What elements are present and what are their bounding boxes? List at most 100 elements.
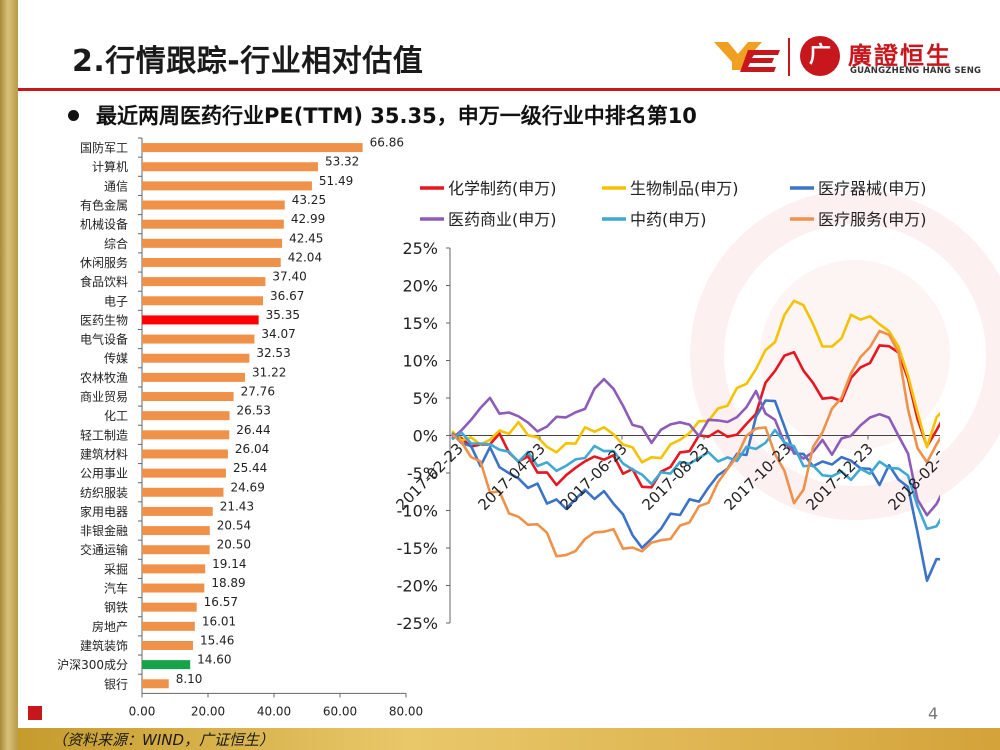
bar-category-label: 计算机	[92, 159, 128, 174]
bar-医药生物	[142, 315, 259, 325]
bar-休闲服务	[142, 257, 281, 267]
bar-x-tick-label: 80.00	[389, 704, 423, 718]
bar-银行	[142, 679, 169, 689]
bar-value-label: 53.32	[325, 155, 359, 169]
bar-category-label: 农林牧渔	[80, 371, 128, 385]
line-y-tick-label: -10%	[397, 502, 438, 521]
ye-logo-icon	[714, 42, 780, 72]
subtitle: 最近两周医药行业PE(TTM) 35.35，申万一级行业中排名第10	[96, 104, 697, 128]
bar-value-label: 16.01	[202, 614, 236, 628]
bar-房地产	[142, 621, 195, 631]
logo-divider	[788, 38, 790, 76]
legend-label: 化学制药(申万)	[448, 179, 557, 198]
seal-logo-icon: 广	[800, 36, 840, 76]
bar-value-label: 26.53	[237, 404, 271, 418]
bullet-icon	[68, 110, 79, 121]
bar-纺织服装	[142, 487, 224, 497]
footer-bar	[18, 728, 1000, 750]
bar-value-label: 31.22	[252, 365, 286, 379]
line-y-tick-label: -5%	[407, 464, 438, 483]
bar-value-label: 26.04	[235, 442, 269, 456]
bar-value-label: 34.07	[261, 327, 295, 341]
bar-农林牧渔	[142, 372, 246, 382]
bar-category-label: 通信	[104, 179, 128, 193]
line-y-tick-label: 15%	[402, 314, 438, 333]
bar-通信	[142, 181, 312, 191]
bar-食品饮料	[142, 277, 266, 287]
bar-有色金属	[142, 200, 285, 210]
bar-category-label: 纺织服装	[80, 486, 128, 500]
line-y-tick-label: 20%	[402, 277, 438, 296]
bar-category-label: 休闲服务	[80, 255, 128, 270]
bar-计算机	[142, 162, 318, 172]
bar-value-label: 42.45	[289, 231, 323, 245]
bar-category-label: 国防军工	[80, 140, 128, 155]
line-x-tick-label: 2017-10-23	[720, 440, 794, 514]
bar-value-label: 15.46	[200, 633, 234, 647]
bar-category-label: 传媒	[104, 351, 128, 366]
bar-category-label: 轻工制造	[80, 428, 128, 442]
bar-category-label: 商业贸易	[80, 389, 128, 404]
bar-综合	[142, 238, 283, 248]
bar-value-label: 20.50	[217, 538, 251, 552]
series-line-生物制品(申万)	[451, 299, 940, 464]
bar-家用电器	[142, 506, 213, 516]
legend-label: 生物制品(申万)	[630, 179, 739, 198]
corner-square	[28, 706, 42, 720]
bar-value-label: 21.43	[220, 499, 254, 513]
bar-value-label: 27.76	[241, 385, 275, 399]
bar-轻工制造	[142, 430, 230, 440]
legend-label: 医疗服务(申万)	[818, 210, 927, 229]
bar-value-label: 20.54	[217, 519, 251, 533]
bar-category-label: 家用电器	[80, 504, 128, 519]
source-note: （资料来源：WIND，广证恒生）	[52, 731, 275, 749]
line-y-tick-label: 25%	[402, 239, 438, 258]
line-x-tick-label: 2017-08-23	[638, 440, 712, 514]
bar-category-label: 汽车	[104, 581, 128, 596]
line-y-tick-label: 10%	[402, 352, 438, 371]
legend-label: 医疗器械(申万)	[818, 179, 927, 198]
bar-value-label: 19.14	[212, 557, 246, 571]
bar-value-label: 37.40	[272, 270, 306, 284]
bar-category-label: 沪深300成分	[57, 658, 128, 672]
bar-电气设备	[142, 334, 255, 344]
bar-value-label: 14.60	[197, 653, 231, 667]
bar-x-tick-label: 0.00	[129, 704, 156, 718]
legend-label: 医药商业(申万)	[448, 210, 557, 229]
line-y-tick-label: -25%	[397, 614, 438, 633]
brand-name-en: GUANGZHENG HANG SENG	[850, 66, 982, 76]
bar-category-label: 公用事业	[80, 467, 128, 481]
series-line-医药商业(申万)	[451, 377, 940, 517]
bar-value-label: 42.04	[288, 250, 322, 264]
bar-category-label: 建筑装饰	[80, 638, 128, 653]
bar-国防军工	[142, 143, 363, 153]
line-y-tick-label: 5%	[413, 389, 438, 408]
bar-value-label: 16.57	[204, 595, 238, 609]
bar-category-label: 医药生物	[80, 313, 128, 327]
bar-传媒	[142, 353, 250, 363]
bar-商业贸易	[142, 392, 234, 402]
bar-沪深300成分	[142, 660, 191, 670]
bar-value-label: 8.10	[176, 672, 203, 686]
bar-value-label: 32.53	[256, 346, 290, 360]
bar-化工	[142, 411, 230, 421]
bar-机械设备	[142, 219, 284, 229]
bar-采掘	[142, 564, 206, 574]
page-title: 2.行情跟踪-行业相对估值	[72, 44, 424, 79]
page-number: 4	[928, 704, 939, 723]
bar-value-label: 66.86	[370, 136, 404, 150]
brand-name: 廣證恒生	[848, 42, 952, 70]
bar-value-label: 36.67	[270, 289, 304, 303]
bar-category-label: 综合	[104, 236, 128, 251]
bar-x-tick-label: 20.00	[191, 704, 225, 718]
bar-category-label: 房地产	[92, 619, 128, 634]
bar-value-label: 35.35	[266, 308, 300, 322]
bar-category-label: 机械设备	[80, 217, 128, 232]
series-line-中药(申万)	[451, 428, 940, 531]
series-line-医疗服务(申万)	[451, 329, 940, 558]
bar-汽车	[142, 583, 205, 593]
series-line-医疗器械(申万)	[451, 399, 940, 583]
bar-x-tick-label: 60.00	[323, 704, 357, 718]
bar-category-label: 银行	[104, 677, 128, 691]
bar-category-label: 建筑材料	[80, 446, 128, 461]
